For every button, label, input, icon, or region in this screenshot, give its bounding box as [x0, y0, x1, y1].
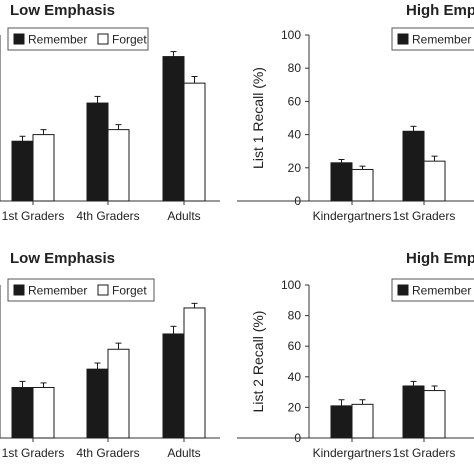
bar-forget: [107, 129, 130, 202]
y-axis-label: List 1 Recall (%): [250, 67, 266, 169]
category-label: 1st Graders: [2, 446, 65, 460]
legend-swatch-remember: [397, 284, 409, 296]
y-tick-label: 20: [288, 161, 302, 175]
legend-swatch-forget: [97, 33, 109, 45]
y-tick-label: 60: [288, 339, 302, 353]
chart-title: High Emphasis: [406, 250, 474, 267]
bar-forget: [183, 82, 206, 202]
bar-remember: [86, 368, 109, 439]
legend-box: [7, 27, 149, 51]
category-label: 1st Graders: [2, 209, 65, 223]
y-tick-label: 60: [288, 94, 302, 108]
legend-label-remember: Remember: [28, 33, 87, 47]
legend-label-remember: Remember: [412, 284, 471, 298]
y-tick-label: 40: [288, 128, 302, 142]
y-tick-label: 100: [281, 278, 301, 292]
category-label: 4th Graders: [76, 446, 139, 460]
bar-forget: [32, 387, 55, 439]
category-label: Adults: [167, 446, 200, 460]
legend-label-remember: Remember: [412, 33, 471, 47]
legend-label-forget: Forget: [112, 284, 147, 298]
category-label: Adults: [167, 209, 200, 223]
y-tick-label: 80: [288, 61, 302, 75]
category-label: 1st Graders: [393, 446, 456, 460]
legend-swatch-remember: [397, 33, 409, 45]
legend-box: [391, 278, 474, 302]
legend-swatch-remember: [13, 284, 25, 296]
y-tick-label: 20: [288, 400, 302, 414]
y-tick-label: 40: [288, 370, 302, 384]
category-label: Kindergartners: [313, 446, 392, 460]
bar-remember: [330, 162, 353, 202]
bar-forget: [423, 160, 446, 202]
legend-label-remember: Remember: [28, 284, 87, 298]
y-axis-label: List 2 Recall (%): [250, 311, 266, 413]
bar-remember: [86, 102, 109, 202]
legend-box: [391, 27, 474, 51]
legend-swatch-remember: [13, 33, 25, 45]
bar-forget: [351, 168, 374, 202]
legend-swatch-forget: [97, 284, 109, 296]
chart-title: High Emphasis: [406, 2, 474, 19]
bar-remember: [11, 387, 34, 439]
bar-forget: [183, 307, 206, 439]
bar-remember: [11, 140, 34, 202]
bar-remember: [330, 405, 353, 439]
bar-forget: [107, 348, 130, 439]
chart-title: Low Emphasis: [10, 250, 115, 267]
y-tick-label: 80: [288, 309, 302, 323]
category-label: Kindergartners: [313, 209, 392, 223]
bar-forget: [32, 134, 55, 202]
bar-remember: [162, 56, 185, 202]
bar-remember: [402, 130, 425, 202]
bar-forget: [351, 403, 374, 439]
bar-remember: [402, 385, 425, 439]
y-tick-label: 100: [281, 28, 301, 42]
bar-remember: [162, 333, 185, 439]
chart-title: Low Emphasis: [10, 2, 115, 19]
category-label: 4th Graders: [76, 209, 139, 223]
category-label: 1st Graders: [393, 209, 456, 223]
bar-forget: [423, 390, 446, 439]
legend-label-forget: Forget: [112, 33, 147, 47]
legend-box: [7, 278, 155, 302]
